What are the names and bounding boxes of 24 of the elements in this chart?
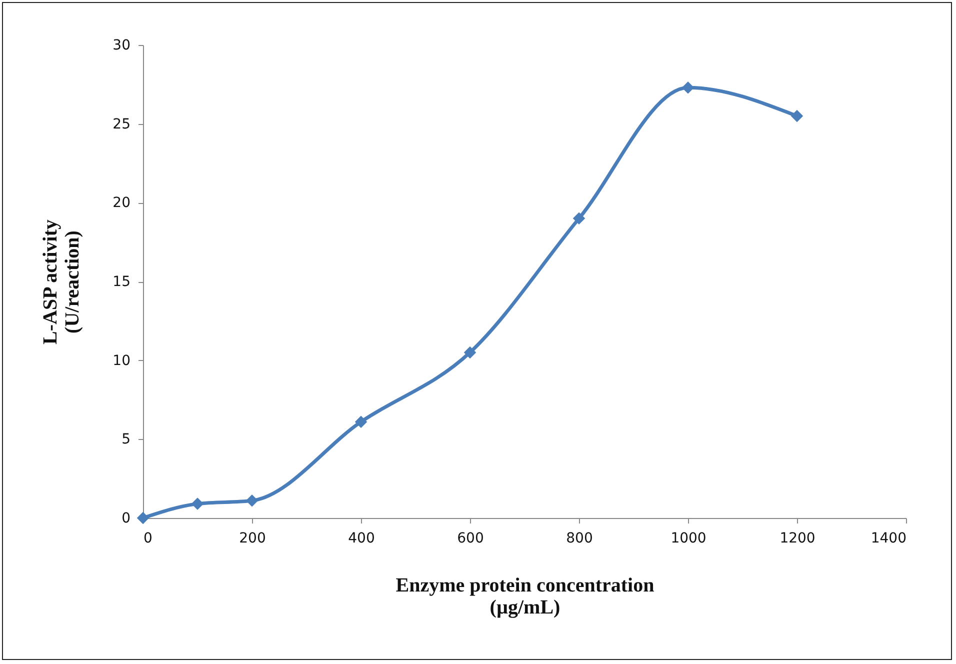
- x-tick-label: 200: [239, 530, 266, 546]
- y-tick-label: 10: [112, 352, 130, 369]
- y-tick-label: 30: [112, 38, 130, 54]
- point: [246, 494, 258, 507]
- x-tick-label: 0: [144, 530, 152, 546]
- point: [572, 212, 586, 225]
- x-tick-label: 800: [566, 530, 593, 546]
- x-tick-label: 1200: [780, 530, 816, 546]
- y-tick-label: 5: [122, 432, 130, 448]
- y-tick-label: 25: [112, 116, 130, 132]
- x-tick-label: 400: [348, 530, 375, 546]
- x-tick-label: 600: [457, 530, 484, 546]
- x-axis-title: Enzyme protein concentration (µg/mL): [396, 574, 654, 618]
- x-tick-label: 1400: [870, 530, 906, 546]
- point: [790, 110, 804, 122]
- x-tick-label: 1000: [670, 530, 706, 546]
- y-axis-title: L-ASP activity (U/reaction): [40, 220, 84, 344]
- point: [464, 346, 476, 359]
- y-tick-label: 15: [112, 274, 130, 290]
- y-tick-label: 20: [112, 195, 130, 212]
- point: [136, 512, 150, 524]
- point: [354, 416, 368, 428]
- point: [191, 498, 204, 510]
- y-tick-label: 0: [122, 510, 130, 526]
